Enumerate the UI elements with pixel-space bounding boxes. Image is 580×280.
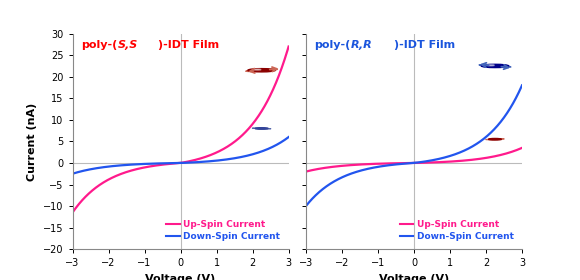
Text: R,R: R,R bbox=[351, 40, 372, 50]
Circle shape bbox=[255, 128, 268, 129]
Legend: Up-Spin Current, Down-Spin Current: Up-Spin Current, Down-Spin Current bbox=[396, 217, 517, 245]
X-axis label: Voltage (V): Voltage (V) bbox=[146, 274, 216, 280]
Text: S,S: S,S bbox=[117, 40, 137, 50]
Circle shape bbox=[481, 64, 509, 67]
X-axis label: Voltage (V): Voltage (V) bbox=[379, 274, 449, 280]
Circle shape bbox=[488, 139, 502, 140]
Circle shape bbox=[487, 65, 494, 66]
Text: poly-(: poly-( bbox=[314, 40, 351, 50]
Legend: Up-Spin Current, Down-Spin Current: Up-Spin Current, Down-Spin Current bbox=[163, 217, 284, 245]
Text: )-IDT Film: )-IDT Film bbox=[158, 40, 219, 50]
Text: )-IDT Film: )-IDT Film bbox=[394, 40, 455, 50]
Y-axis label: Current (nA): Current (nA) bbox=[27, 102, 38, 181]
Circle shape bbox=[248, 69, 276, 72]
Text: poly-(: poly-( bbox=[81, 40, 117, 50]
Circle shape bbox=[253, 69, 261, 70]
